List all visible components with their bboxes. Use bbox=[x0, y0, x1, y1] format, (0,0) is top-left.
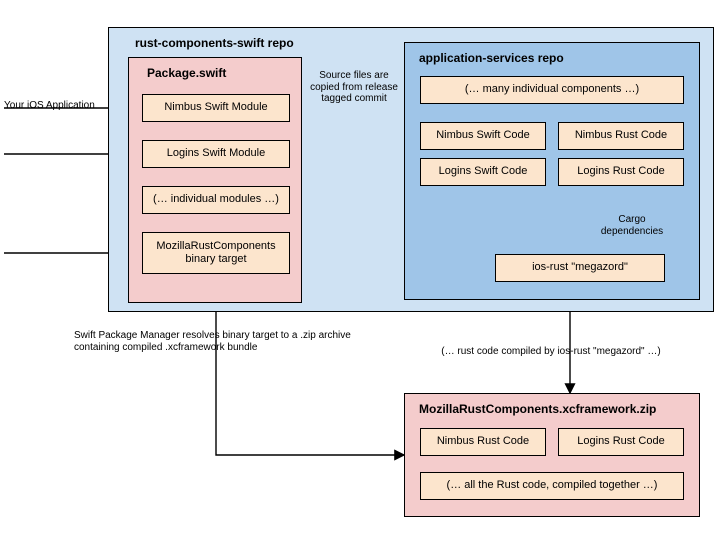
megazord: ios-rust "megazord" bbox=[495, 254, 665, 282]
compiled-by-caption: (… rust code compiled by ios-rust "megaz… bbox=[426, 346, 676, 358]
nimbus-swift-code: Nimbus Swift Code bbox=[420, 122, 546, 150]
application-services-title: application-services repo bbox=[419, 51, 564, 65]
xcf-nimbus-rust: Nimbus Rust Code bbox=[420, 428, 546, 456]
your-app-caption: Your iOS Application bbox=[4, 100, 104, 112]
logins-swift-code: Logins Swift Code bbox=[420, 158, 546, 186]
nimbus-swift-module: Nimbus Swift Module bbox=[142, 94, 290, 122]
nimbus-rust-code: Nimbus Rust Code bbox=[558, 122, 684, 150]
xcf-all-rust: (… all the Rust code, compiled together … bbox=[420, 472, 684, 500]
many-components: (… many individual components …) bbox=[420, 76, 684, 104]
individual-modules: (… individual modules …) bbox=[142, 186, 290, 214]
resolves-caption: Swift Package Manager resolves binary ta… bbox=[74, 330, 388, 353]
rust-components-swift-title: rust-components-swift repo bbox=[135, 36, 294, 50]
binary-target: MozillaRustComponents binary target bbox=[142, 232, 290, 274]
logins-swift-module: Logins Swift Module bbox=[142, 140, 290, 168]
source-copied-caption: Source files are copied from release tag… bbox=[308, 70, 400, 105]
xcframework-title: MozillaRustComponents.xcframework.zip bbox=[419, 402, 656, 416]
cargo-deps-caption: Cargo dependencies bbox=[592, 214, 672, 237]
xcf-logins-rust: Logins Rust Code bbox=[558, 428, 684, 456]
logins-rust-code: Logins Rust Code bbox=[558, 158, 684, 186]
package-swift-title: Package.swift bbox=[147, 66, 226, 80]
